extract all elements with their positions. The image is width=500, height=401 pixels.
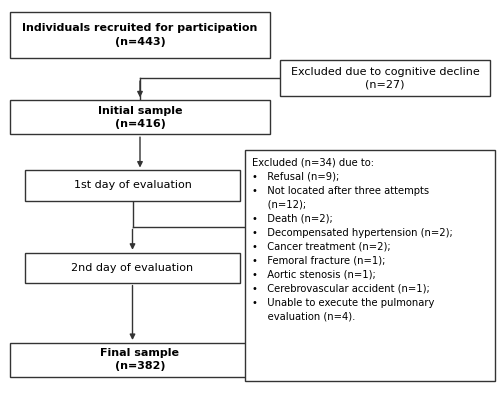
FancyBboxPatch shape [25, 253, 240, 283]
FancyBboxPatch shape [245, 150, 495, 381]
FancyBboxPatch shape [10, 343, 270, 377]
FancyBboxPatch shape [25, 170, 240, 200]
FancyBboxPatch shape [10, 12, 270, 58]
Text: Individuals recruited for participation
(n=443): Individuals recruited for participation … [22, 24, 258, 47]
Text: Final sample
(n=382): Final sample (n=382) [100, 348, 180, 371]
Text: Excluded due to cognitive decline
(n=27): Excluded due to cognitive decline (n=27) [290, 67, 480, 90]
Text: 2nd day of evaluation: 2nd day of evaluation [72, 263, 194, 273]
FancyBboxPatch shape [10, 100, 270, 134]
Text: 1st day of evaluation: 1st day of evaluation [74, 180, 192, 190]
FancyBboxPatch shape [280, 60, 490, 96]
Text: Excluded (n=34) due to:
•   Refusal (n=9);
•   Not located after three attempts
: Excluded (n=34) due to: • Refusal (n=9);… [252, 158, 453, 322]
Text: Initial sample
(n=416): Initial sample (n=416) [98, 106, 182, 129]
